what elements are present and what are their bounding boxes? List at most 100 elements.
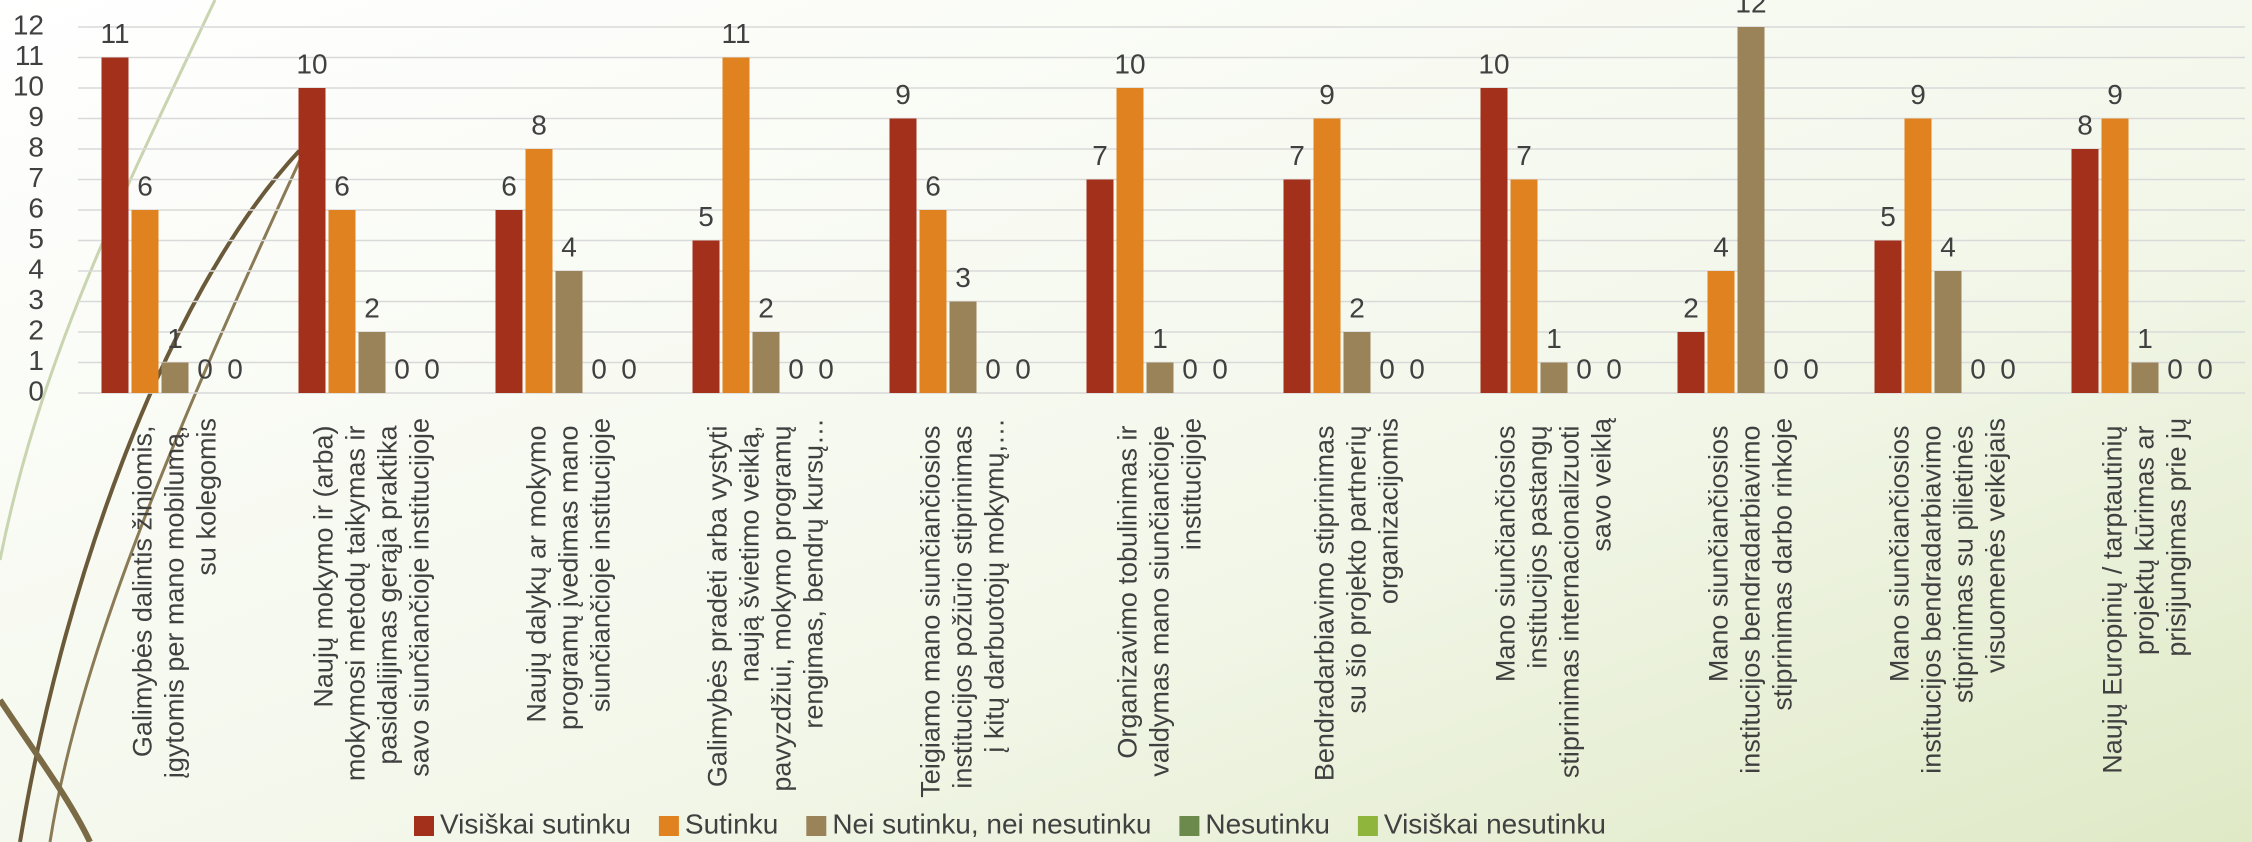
value-label: 7 xyxy=(1092,140,1108,171)
legend-swatch xyxy=(414,816,434,836)
bar xyxy=(1283,179,1311,393)
bar xyxy=(101,57,129,393)
value-label: 0 xyxy=(197,353,213,384)
bar xyxy=(1540,362,1568,393)
bar xyxy=(161,362,189,393)
value-label: 0 xyxy=(394,353,410,384)
value-label: 0 xyxy=(621,353,637,384)
y-tick-label: 1 xyxy=(28,345,44,376)
value-label: 7 xyxy=(1289,140,1305,171)
value-label: 0 xyxy=(1773,353,1789,384)
value-label: 2 xyxy=(364,292,380,323)
value-label: 4 xyxy=(561,231,577,262)
value-label: 1 xyxy=(1546,323,1562,354)
bar xyxy=(889,118,917,393)
x-tick-label: Naujų dalykų ar mokymo programų įvedimas… xyxy=(522,418,616,730)
value-label: 0 xyxy=(1409,353,1425,384)
bar xyxy=(358,332,386,393)
value-label: 0 xyxy=(1606,353,1622,384)
bar xyxy=(1904,118,1932,393)
value-label: 0 xyxy=(2167,353,2183,384)
y-tick-label: 12 xyxy=(13,9,44,40)
bar xyxy=(2131,362,2159,393)
x-tick-label: Bendradarbiavimo stiprinimas su šio proj… xyxy=(1310,418,1404,781)
value-label: 0 xyxy=(1015,353,1031,384)
x-tick-label: Organizavimo tobulinimas ir valdymas man… xyxy=(1113,418,1207,777)
value-label: 0 xyxy=(1970,353,1986,384)
bar xyxy=(949,301,977,393)
value-label: 0 xyxy=(2197,353,2213,384)
x-tick-label: Mano siunčiančiosios institucijos bendra… xyxy=(1704,418,1798,774)
bar xyxy=(692,240,720,393)
value-label: 10 xyxy=(1478,48,1509,79)
bar xyxy=(1146,362,1174,393)
y-tick-label: 8 xyxy=(28,131,44,162)
x-tick-label: Naujų mokymo ir (arba) mokymosi metodų t… xyxy=(309,418,435,781)
legend-label: Visiškai nesutinku xyxy=(1384,808,1606,839)
decoration xyxy=(0,0,217,561)
value-label: 5 xyxy=(1880,201,1896,232)
bar xyxy=(495,210,523,393)
value-label: 0 xyxy=(818,353,834,384)
value-label: 9 xyxy=(1319,79,1335,110)
value-label: 3 xyxy=(955,262,971,293)
bar xyxy=(1343,332,1371,393)
x-tick-label: Mano siunčiančiosios institucijos pastan… xyxy=(1491,417,1617,778)
y-tick-label: 10 xyxy=(13,70,44,101)
x-tick-label: Galimybės dalintis žiniomis, įgytomis pe… xyxy=(128,418,222,778)
value-label: 5 xyxy=(698,201,714,232)
bar xyxy=(555,271,583,393)
value-label: 9 xyxy=(1910,79,1926,110)
y-tick-label: 7 xyxy=(28,162,44,193)
x-tick-label: Naujų Europinių / tarptautinių projektų … xyxy=(2098,418,2192,774)
bar xyxy=(131,210,159,393)
value-label: 11 xyxy=(100,18,129,49)
legend-label: Sutinku xyxy=(685,808,778,839)
value-label: 2 xyxy=(1349,292,1365,323)
legend-label: Nesutinku xyxy=(1205,808,1330,839)
legend-label: Nei sutinku, nei nesutinku xyxy=(832,808,1151,839)
value-label: 0 xyxy=(1212,353,1228,384)
value-label: 0 xyxy=(424,353,440,384)
value-label: 6 xyxy=(334,170,350,201)
value-label: 6 xyxy=(137,170,153,201)
value-label: 0 xyxy=(227,353,243,384)
value-label: 10 xyxy=(1114,48,1145,79)
value-label: 2 xyxy=(758,292,774,323)
value-label: 6 xyxy=(925,170,941,201)
bar xyxy=(298,88,326,393)
bar xyxy=(1707,271,1735,393)
bar xyxy=(2101,118,2129,393)
legend-swatch xyxy=(1179,816,1200,836)
y-tick-label: 3 xyxy=(28,284,44,315)
bar xyxy=(328,210,356,393)
value-label: 9 xyxy=(895,79,911,110)
value-label: 12 xyxy=(1735,0,1766,18)
decoration xyxy=(18,148,302,842)
x-tick-label: Galimybės pradėti arba vystyti naują švi… xyxy=(703,418,829,792)
bar xyxy=(919,210,947,393)
x-tick-label: Mano siunčiančiosios institucijos bendra… xyxy=(1885,418,2011,774)
bar xyxy=(1677,332,1705,393)
bar xyxy=(1086,179,1114,393)
value-label: 10 xyxy=(296,48,327,79)
value-label: 8 xyxy=(2077,109,2093,140)
y-tick-label: 11 xyxy=(15,40,44,71)
legend-swatch xyxy=(806,816,827,836)
bar xyxy=(1874,240,1902,393)
bar xyxy=(2071,149,2099,393)
value-label: 6 xyxy=(501,170,517,201)
bar xyxy=(722,57,750,393)
value-label: 0 xyxy=(1182,353,1198,384)
bar xyxy=(525,149,553,393)
bar xyxy=(1116,88,1144,393)
value-label: 0 xyxy=(591,353,607,384)
bar xyxy=(1313,118,1341,393)
y-tick-label: 4 xyxy=(28,253,44,284)
legend-swatch xyxy=(658,816,679,836)
legend-swatch xyxy=(1357,816,1378,836)
bar xyxy=(1510,179,1538,393)
value-label: 0 xyxy=(1379,353,1395,384)
value-label: 7 xyxy=(1516,140,1532,171)
